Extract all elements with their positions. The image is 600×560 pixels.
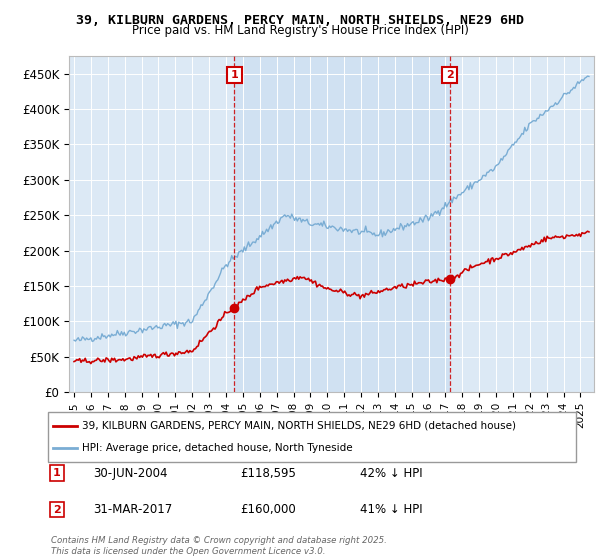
Text: £160,000: £160,000 [240,503,296,516]
Text: Contains HM Land Registry data © Crown copyright and database right 2025.
This d: Contains HM Land Registry data © Crown c… [51,536,387,556]
Text: 2: 2 [53,505,61,515]
Text: 41% ↓ HPI: 41% ↓ HPI [360,503,422,516]
Text: 2: 2 [446,70,454,80]
Text: HPI: Average price, detached house, North Tyneside: HPI: Average price, detached house, Nort… [82,443,353,453]
Text: 1: 1 [230,70,238,80]
Text: 42% ↓ HPI: 42% ↓ HPI [360,466,422,480]
Text: 30-JUN-2004: 30-JUN-2004 [93,466,167,480]
Text: 1: 1 [53,468,61,478]
Text: 39, KILBURN GARDENS, PERCY MAIN, NORTH SHIELDS, NE29 6HD: 39, KILBURN GARDENS, PERCY MAIN, NORTH S… [76,14,524,27]
Text: £118,595: £118,595 [240,466,296,480]
Text: 39, KILBURN GARDENS, PERCY MAIN, NORTH SHIELDS, NE29 6HD (detached house): 39, KILBURN GARDENS, PERCY MAIN, NORTH S… [82,421,517,431]
Bar [235,56,449,392]
Text: 31-MAR-2017: 31-MAR-2017 [93,503,172,516]
FancyBboxPatch shape [48,412,576,462]
Text: Price paid vs. HM Land Registry's House Price Index (HPI): Price paid vs. HM Land Registry's House … [131,24,469,37]
